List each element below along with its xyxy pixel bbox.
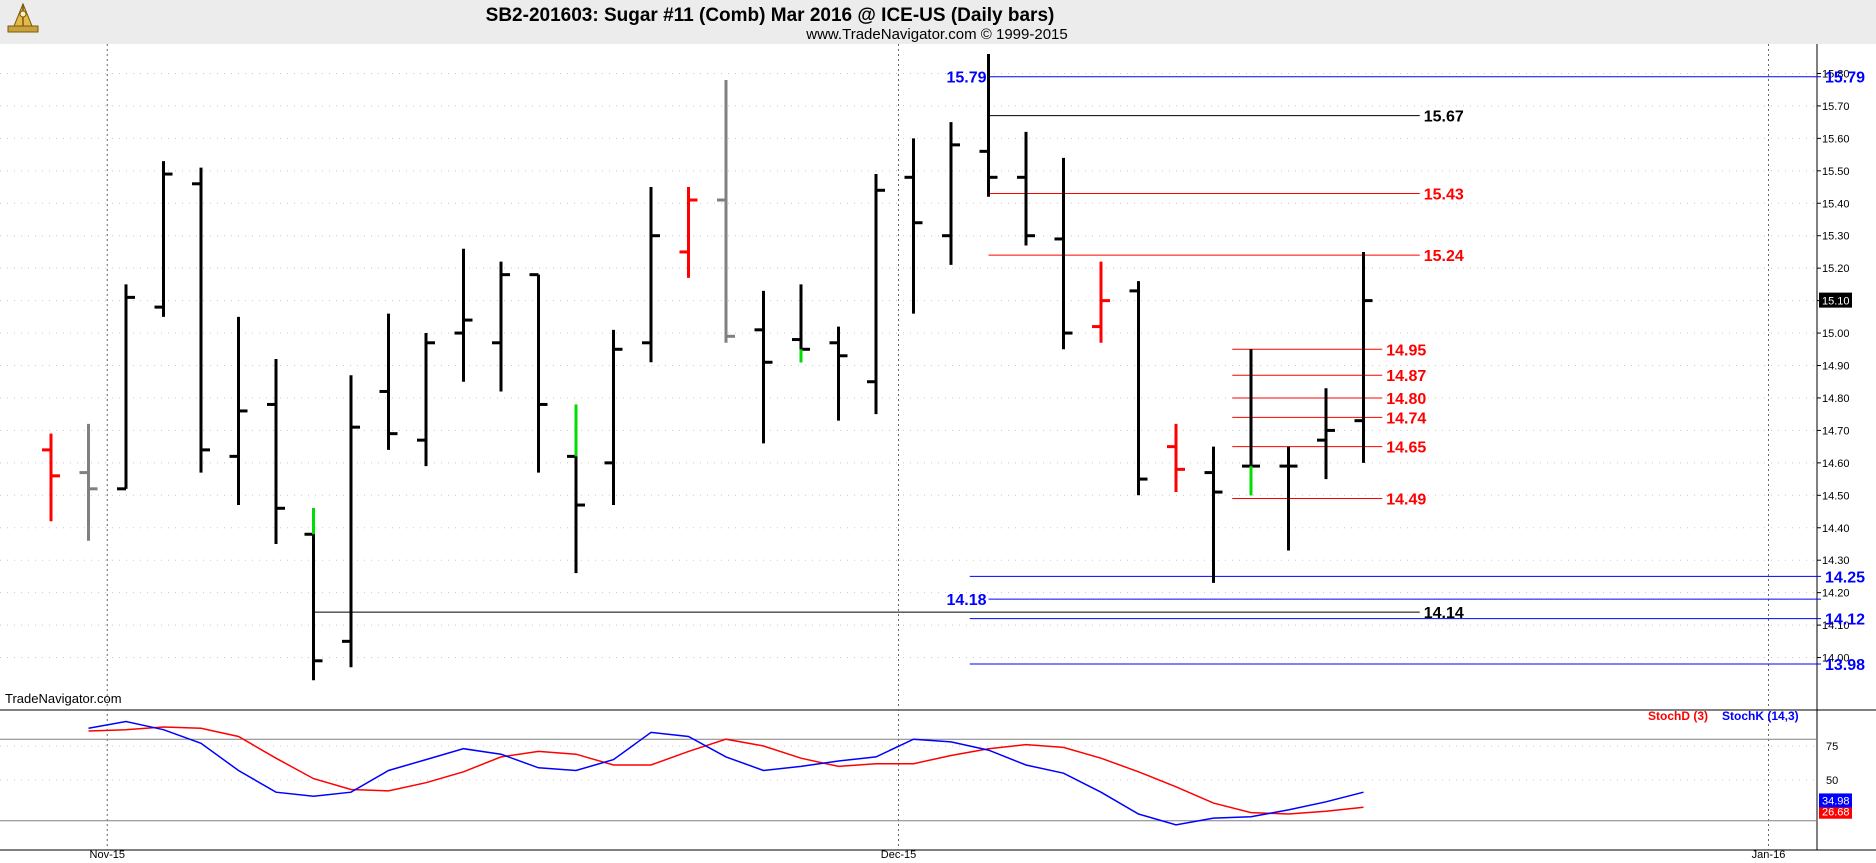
price-tick-label: 15.20	[1822, 263, 1850, 275]
level-label: 14.95	[1386, 342, 1426, 359]
time-axis: Nov-15 Dec-15 Jan-16	[90, 849, 1786, 861]
price-tick-label: 14.80	[1822, 393, 1850, 405]
level-label: 15.24	[1424, 248, 1464, 265]
level-label: 14.74	[1386, 410, 1426, 427]
watermark: TradeNavigator.com	[5, 691, 122, 706]
price-tick-label: 15.40	[1822, 198, 1850, 210]
stoch-tick-label: 75	[1826, 741, 1838, 753]
last-price-badge	[1819, 292, 1852, 308]
level-lines: 15.79 15.79 15.67 15.43 15.24 14.95 14.87 14.80…	[313, 70, 1865, 674]
stoch-value-badge	[1819, 804, 1852, 819]
level-label: 14.14	[1424, 605, 1464, 622]
level-label: 14.49	[1386, 492, 1426, 509]
price-tick-label: 14.70	[1822, 425, 1850, 437]
grid	[0, 44, 1817, 850]
level-label: 14.25	[1825, 569, 1865, 586]
price-tick-label: 14.20	[1822, 588, 1850, 600]
price-axis: 14.00 14.10 14.20 14.30 14.40 14.50 14.60 14.70…	[1817, 68, 1852, 665]
time-tick-label: Nov-15	[90, 849, 125, 861]
stoch-value-label: 26.68	[1822, 807, 1850, 819]
level-label: 15.43	[1424, 187, 1464, 204]
level-label-left: 14.18	[946, 592, 986, 609]
time-tick-label: Dec-15	[881, 849, 916, 861]
header-background	[0, 0, 1876, 44]
level-label-left: 15.79	[946, 70, 986, 87]
chart-title: SB2-201603: Sugar #11 (Comb) Mar 2016 @ …	[486, 5, 1055, 26]
level-label: 14.65	[1386, 440, 1426, 457]
price-tick-label: 15.50	[1822, 166, 1850, 178]
chart-subtitle: www.TradeNavigator.com © 1999-2015	[805, 26, 1067, 43]
price-tick-label: 15.80	[1822, 68, 1850, 80]
level-label: 13.98	[1825, 657, 1865, 674]
stoch-legend-item: StochK (14,3)	[1722, 709, 1799, 723]
price-tick-label: 15.60	[1822, 133, 1850, 145]
level-label: 14.12	[1825, 612, 1865, 629]
price-tick-label: 14.60	[1822, 458, 1850, 470]
price-tick-label: 15.30	[1822, 231, 1850, 243]
stoch-series-line	[88, 726, 1364, 815]
price-tick-label: 14.90	[1822, 361, 1850, 373]
ohlc-bars	[42, 54, 1373, 681]
price-tick-label: 15.70	[1822, 101, 1850, 113]
price-tick-label: 14.10	[1822, 620, 1850, 632]
time-tick-label: Jan-16	[1752, 849, 1786, 861]
level-label: 15.79	[1825, 70, 1865, 87]
price-tick-label: 14.40	[1822, 523, 1850, 535]
stoch-series-line	[88, 720, 1364, 826]
trade-navigator-logo-icon	[7, 2, 39, 33]
level-label: 15.67	[1424, 109, 1464, 126]
price-tick-label: 14.00	[1822, 653, 1850, 665]
price-tick-label: 14.50	[1822, 490, 1850, 502]
price-tick-label: 15.00	[1822, 328, 1850, 340]
stoch-value-badge	[1819, 793, 1852, 808]
stoch-value-label: 34.98	[1822, 795, 1850, 807]
level-label: 14.80	[1386, 391, 1426, 408]
level-label: 14.87	[1386, 368, 1426, 385]
last-price-label: 15.10	[1822, 296, 1850, 308]
stoch-tick-label: 50	[1826, 775, 1838, 787]
stoch-legend-item: StochD (3)	[1648, 709, 1708, 723]
price-tick-label: 14.30	[1822, 555, 1850, 567]
